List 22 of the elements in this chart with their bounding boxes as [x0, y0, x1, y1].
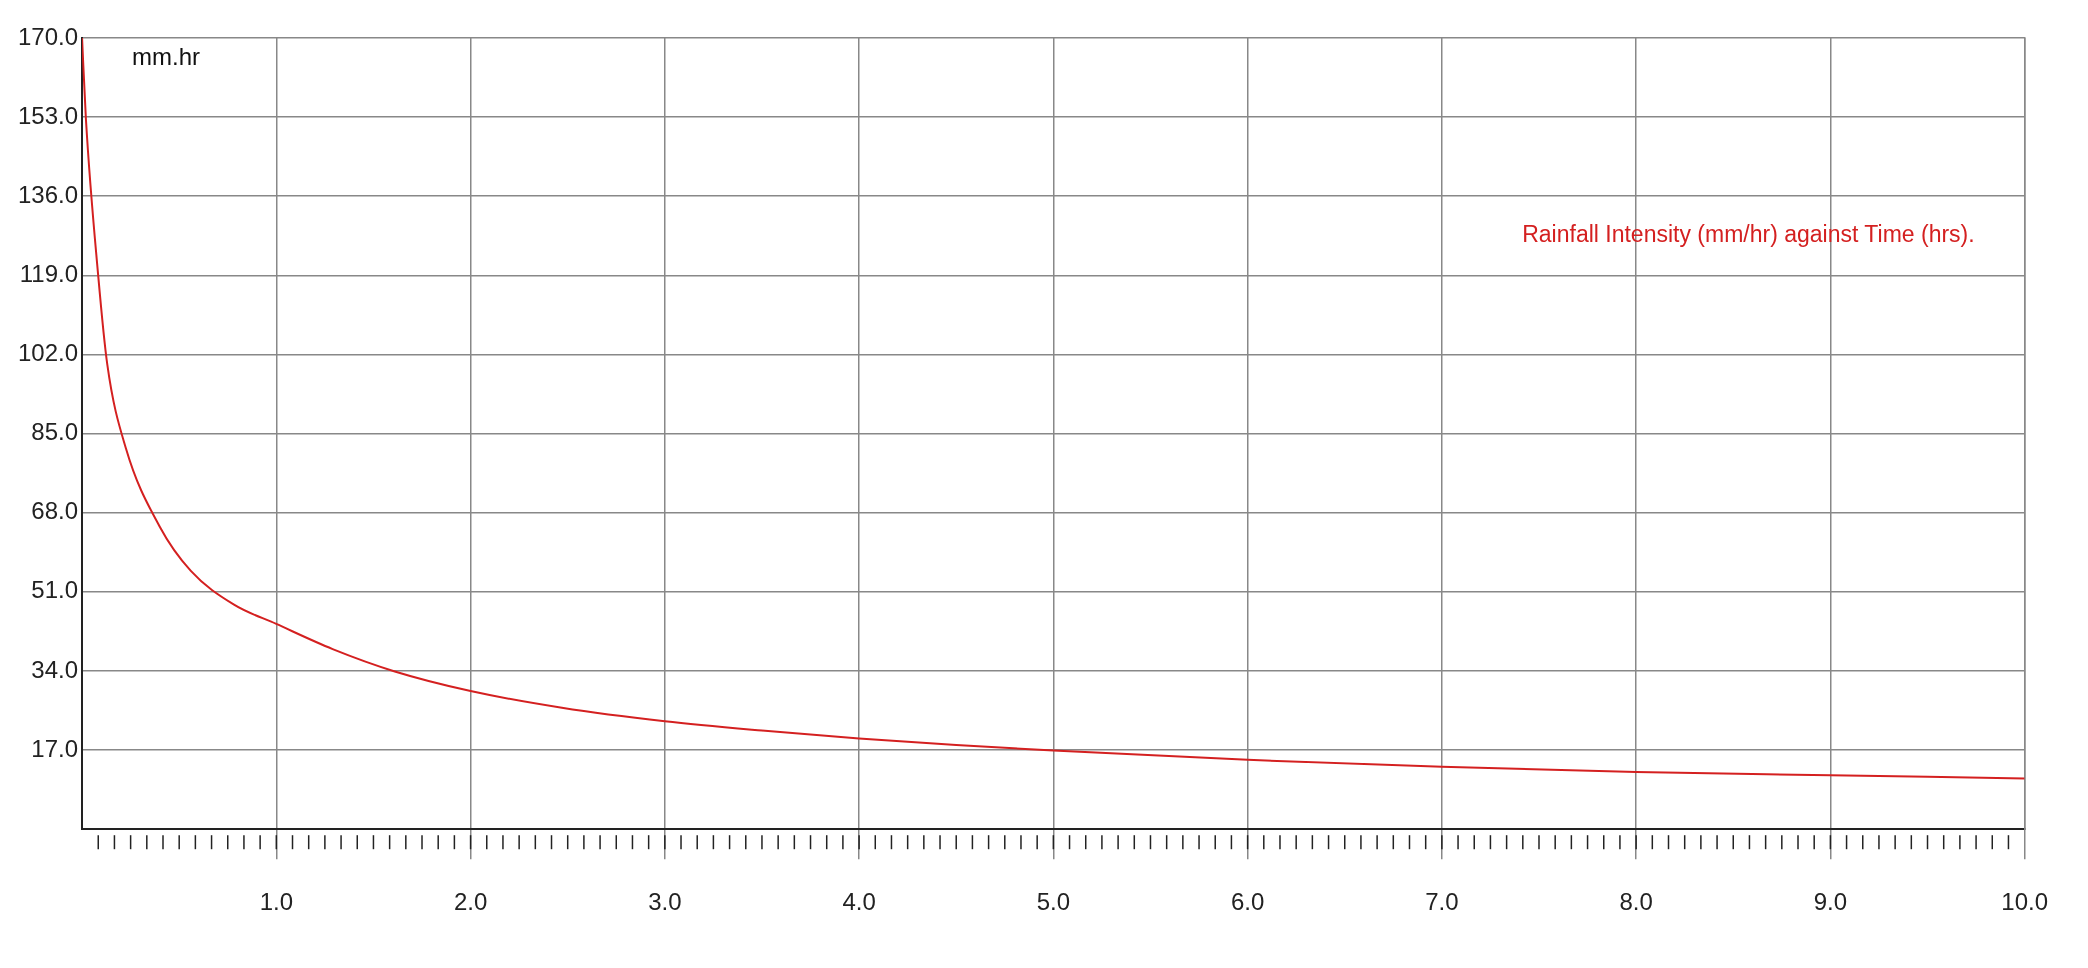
y-tick-label: 102.0 [18, 339, 79, 367]
x-tick-label: 8.0 [1619, 888, 1653, 916]
x-tick-label: 1.0 [259, 888, 293, 916]
y-tick-label: 119.0 [19, 259, 79, 287]
x-tick-label: 4.0 [842, 888, 876, 916]
x-tick-label: 3.0 [648, 888, 682, 916]
x-tick-label: 7.0 [1425, 888, 1459, 916]
x-tick-label: 9.0 [1813, 888, 1848, 916]
y-tick-label: 34.0 [31, 655, 79, 683]
y-tick-label: 51.0 [31, 576, 79, 604]
y-tick-label: 170.0 [18, 22, 79, 50]
x-tick-label: 6.0 [1230, 888, 1265, 916]
y-axis-title: mm.hr [132, 42, 201, 70]
x-tick-label: 5.0 [1036, 888, 1071, 916]
y-tick-label: 68.0 [31, 497, 79, 525]
y-tick-label: 85.0 [31, 418, 79, 446]
y-tick-label: 153.0 [18, 101, 79, 129]
y-tick-label: 136.0 [18, 180, 79, 208]
text: Rainfall Intensity (mm/hr) against Time (hrs). [1522, 221, 1975, 248]
y-tick-label: 17.0 [31, 734, 79, 762]
x-tick-label: 10.0 [2001, 888, 2048, 916]
x-tick-label: 2.0 [453, 888, 488, 916]
